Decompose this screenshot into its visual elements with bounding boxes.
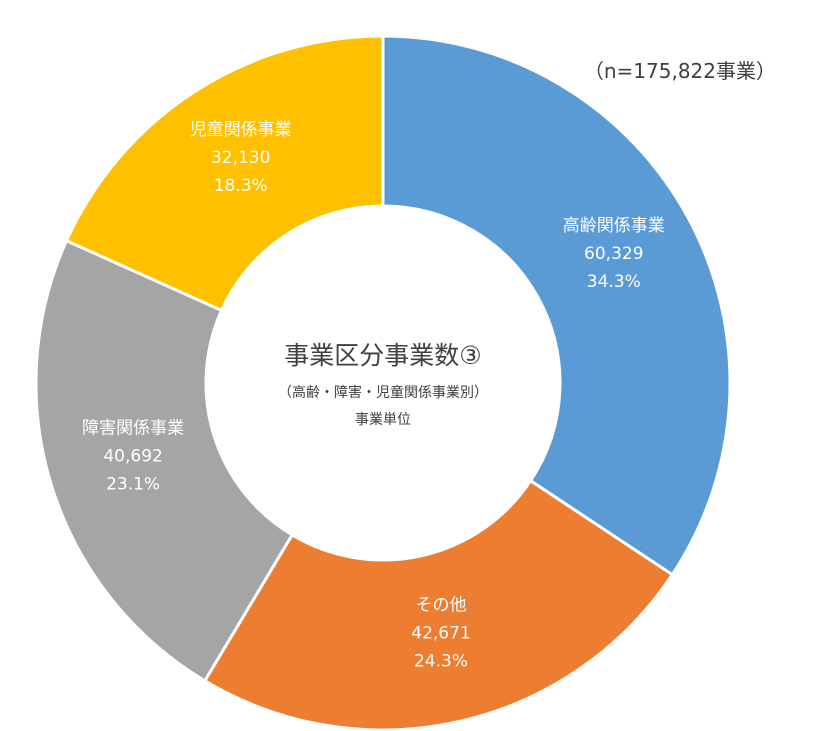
- sample-size-note: （n=175,822事業）: [584, 59, 776, 83]
- slice-name: 障害関係事業: [82, 419, 184, 439]
- slice-percent: 24.3%: [414, 652, 468, 672]
- slice-percent: 23.1%: [106, 475, 160, 495]
- slice-label-1: その他 42,671 24.3%: [411, 596, 470, 672]
- slice-label-2: 障害関係事業 40,692 23.1%: [82, 419, 184, 495]
- slice-percent: 18.3%: [214, 176, 268, 196]
- slice-value: 32,130: [211, 148, 270, 168]
- slice-label-3: 児童関係事業 32,130 18.3%: [190, 120, 292, 196]
- slice-percent: 34.3%: [587, 272, 641, 292]
- slice-1: [202, 478, 675, 731]
- slice-name: 高齢関係事業: [563, 216, 665, 236]
- chart-unit-note: 事業単位: [355, 412, 411, 428]
- slice-value: 40,692: [103, 447, 162, 467]
- slice-name: 児童関係事業: [190, 120, 292, 140]
- donut-slices: [34, 34, 732, 731]
- slice-0: [381, 34, 732, 577]
- slice-labels: 高齢関係事業 60,329 34.3% その他 42,671 24.3% 障害関係事業 40,…: [82, 120, 665, 672]
- slice-label-0: 高齢関係事業 60,329 34.3%: [563, 216, 665, 292]
- chart-subtitle: （高齢・障害・児童関係事業別）: [278, 384, 488, 401]
- slice-name: その他: [416, 596, 467, 616]
- slice-2: [34, 238, 295, 683]
- slice-3: [64, 34, 385, 313]
- chart-title: 事業区分事業数③: [284, 341, 481, 370]
- slice-value: 60,329: [584, 244, 643, 264]
- slice-value: 42,671: [411, 624, 470, 644]
